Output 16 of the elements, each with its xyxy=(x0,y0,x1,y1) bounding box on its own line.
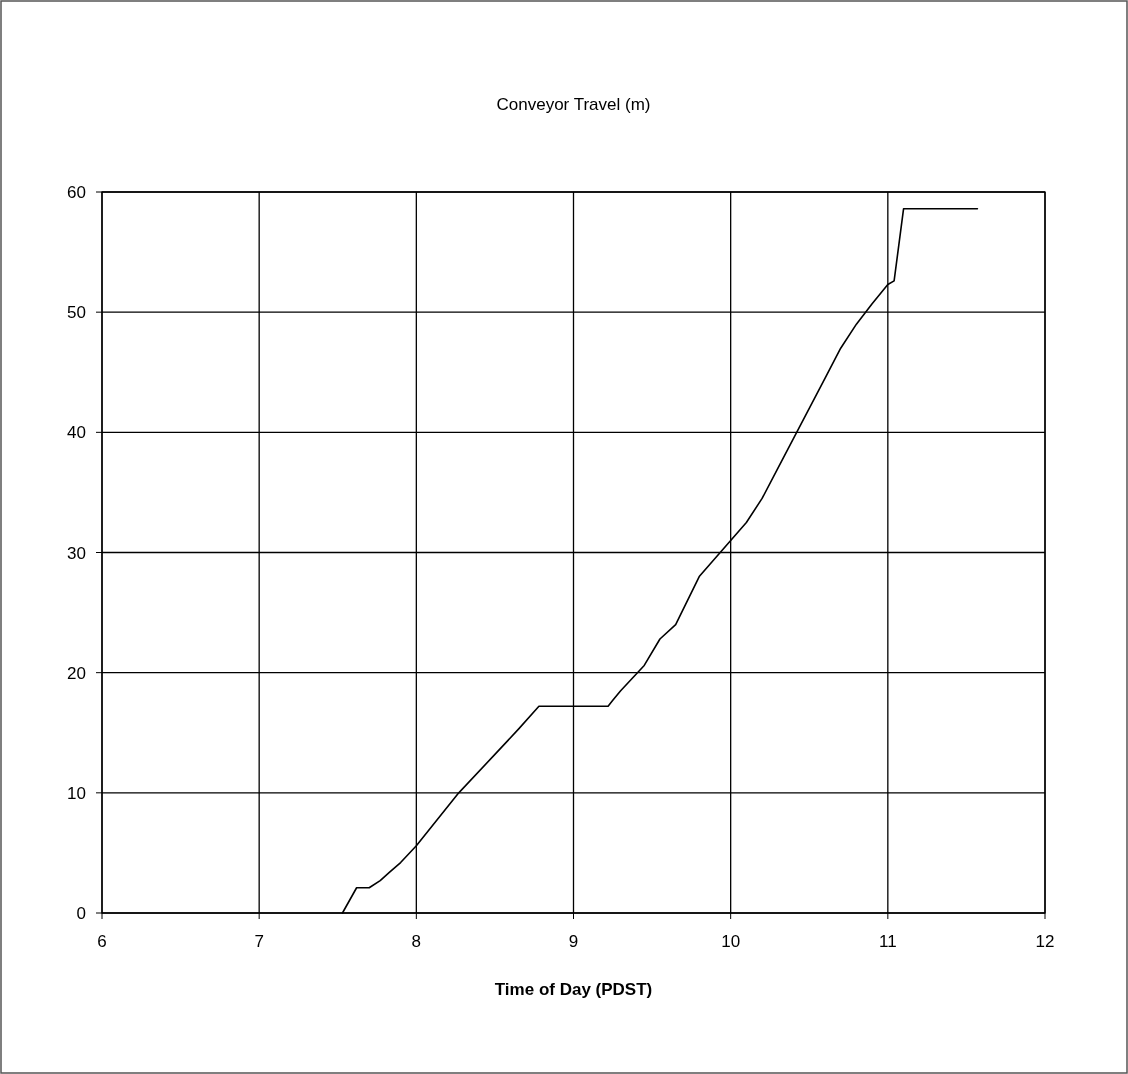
x-tick-label: 7 xyxy=(254,932,264,951)
x-tick-label: 12 xyxy=(1035,932,1055,951)
y-tick-label: 40 xyxy=(67,423,86,443)
y-tick-label: 50 xyxy=(67,303,86,323)
x-tick-label: 10 xyxy=(721,932,741,951)
x-tick-label: 8 xyxy=(411,932,422,951)
y-tick-label: 10 xyxy=(67,783,86,803)
y-tick-label: 60 xyxy=(67,183,86,202)
y-tick-label: 0 xyxy=(76,904,86,923)
y-tick-label: 20 xyxy=(67,663,86,683)
x-tick-label: 9 xyxy=(568,932,579,951)
x-axis-title: Time of Day (PDST) xyxy=(494,980,653,999)
x-tick-label: 11 xyxy=(879,932,897,951)
chart-title: Conveyor Travel (m) xyxy=(496,95,651,114)
x-tick-label: 6 xyxy=(97,932,107,951)
y-tick-label: 30 xyxy=(67,543,86,563)
